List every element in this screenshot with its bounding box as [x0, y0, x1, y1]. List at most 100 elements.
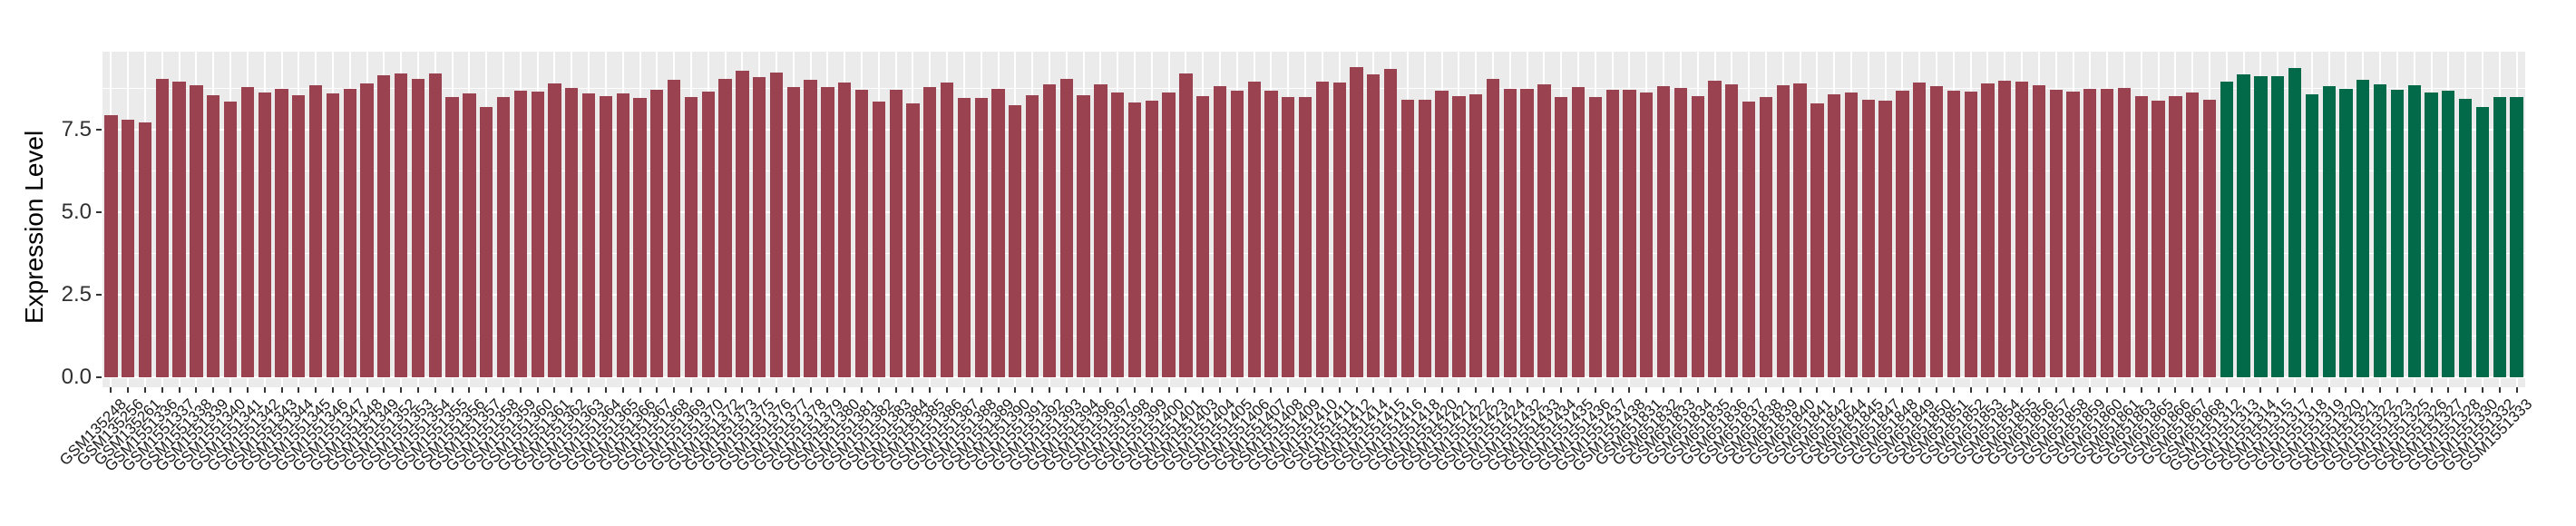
- bar: [2288, 67, 2302, 377]
- bar: [1077, 95, 1090, 377]
- x-tick-mark: [1253, 387, 1255, 393]
- bar: [155, 79, 169, 377]
- bar: [1605, 90, 1619, 377]
- bar: [1469, 94, 1483, 377]
- x-tick-mark: [571, 387, 573, 393]
- x-tick-mark: [1526, 387, 1528, 393]
- x-tick-mark: [946, 387, 949, 393]
- bar: [513, 91, 527, 377]
- bar: [2407, 84, 2421, 377]
- x-tick-mark: [2277, 387, 2279, 393]
- bar: [1367, 73, 1381, 377]
- bar: [1861, 99, 1875, 377]
- x-tick-mark: [1901, 387, 1904, 393]
- bar: [496, 97, 511, 377]
- x-tick-mark: [2191, 387, 2194, 393]
- bar: [1998, 80, 2012, 377]
- x-tick-mark: [298, 387, 300, 393]
- minor-gridline: [102, 87, 2525, 89]
- x-tick-mark: [485, 387, 488, 393]
- bar: [1282, 97, 1295, 377]
- bar: [2237, 73, 2250, 377]
- bar: [2442, 91, 2455, 377]
- bar: [1964, 92, 1977, 377]
- bar: [1708, 80, 1722, 377]
- bar: [1555, 96, 1568, 377]
- bar: [1247, 82, 1261, 377]
- x-tick-mark: [1338, 387, 1341, 393]
- x-tick-mark: [212, 387, 215, 393]
- plot-panel: [102, 52, 2525, 387]
- x-tick-mark: [1952, 387, 1955, 393]
- y-tick-mark: [96, 376, 102, 378]
- y-tick-mark: [96, 129, 102, 132]
- bar: [1452, 95, 1466, 377]
- bar: [923, 87, 937, 377]
- x-tick-mark: [161, 387, 163, 393]
- x-tick-mark: [2242, 387, 2245, 393]
- bar: [1145, 100, 1158, 377]
- x-tick-mark: [1748, 387, 1751, 393]
- x-tick-mark: [656, 387, 659, 393]
- bar: [377, 74, 391, 377]
- x-tick-mark: [2072, 387, 2074, 393]
- x-tick-mark: [877, 387, 880, 393]
- x-tick-mark: [1577, 387, 1580, 393]
- bar: [1418, 100, 1431, 377]
- y-axis-title: Expression Level: [20, 130, 48, 324]
- bar: [1162, 92, 1176, 377]
- x-tick-mark: [1663, 387, 1665, 393]
- bar: [122, 119, 135, 377]
- x-tick-mark: [1321, 387, 1323, 393]
- bar: [548, 83, 561, 377]
- bar: [1230, 90, 1244, 377]
- bar: [667, 79, 681, 377]
- bar: [2339, 88, 2353, 377]
- x-tick-mark: [1458, 387, 1460, 393]
- bar: [360, 83, 374, 377]
- bar: [445, 97, 459, 377]
- bar: [1896, 91, 1909, 377]
- x-tick-mark: [2157, 387, 2160, 393]
- x-tick-mark: [195, 387, 198, 393]
- bar: [1588, 97, 1602, 377]
- bar: [736, 70, 749, 377]
- x-tick-mark: [621, 387, 624, 393]
- bar: [463, 93, 476, 377]
- x-tick-mark: [1799, 387, 1801, 393]
- bar: [1844, 92, 1859, 377]
- bar: [1776, 84, 1790, 377]
- minor-gridline: [102, 170, 2525, 171]
- bar: [1435, 91, 1449, 377]
- x-tick-mark: [1492, 387, 1494, 393]
- x-tick-mark: [741, 387, 744, 393]
- x-tick-mark: [1287, 387, 1290, 393]
- x-tick-mark: [468, 387, 471, 393]
- x-tick-mark: [758, 387, 761, 393]
- bar: [1520, 88, 1534, 377]
- bar: [2032, 84, 2046, 377]
- bar: [1400, 99, 1415, 377]
- x-tick-mark: [1867, 387, 1869, 393]
- bar: [2425, 92, 2438, 377]
- major-gridline: [102, 211, 2525, 214]
- bar: [1913, 82, 1927, 377]
- x-tick-mark: [588, 387, 590, 393]
- x-tick-mark: [315, 387, 317, 393]
- bar: [1332, 82, 1346, 377]
- bar: [786, 87, 800, 377]
- x-tick-mark: [2447, 387, 2450, 393]
- x-tick-mark: [1696, 387, 1699, 393]
- x-tick-mark: [962, 387, 965, 393]
- x-tick-mark: [1918, 387, 1921, 393]
- bar: [2373, 83, 2387, 377]
- bar: [395, 73, 408, 377]
- bar: [1298, 96, 1312, 377]
- x-tick-mark: [2209, 387, 2211, 393]
- x-tick-mark: [2259, 387, 2262, 393]
- bar: [769, 72, 784, 377]
- bar: [190, 84, 203, 377]
- bar: [275, 89, 288, 377]
- bar: [1503, 88, 1517, 377]
- x-tick-mark: [2054, 387, 2057, 393]
